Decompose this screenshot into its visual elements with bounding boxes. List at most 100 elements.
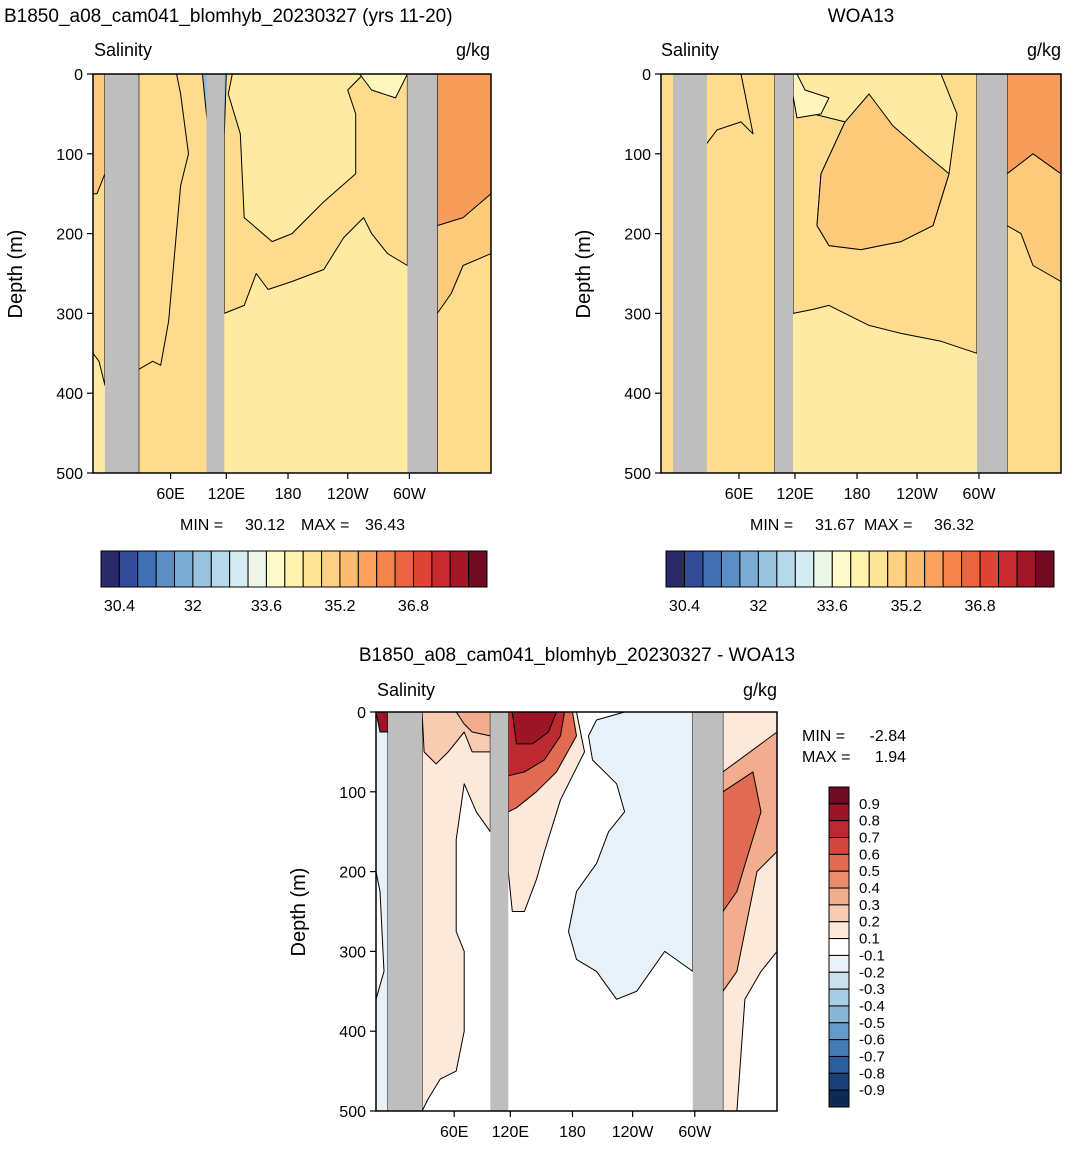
panel-model-max-label: MAX = xyxy=(301,517,349,534)
panel-model-x-tick-label-4: 120W xyxy=(327,486,370,503)
panel-diff-colorbar-swatch-10 xyxy=(828,938,850,956)
panel-woa-colorbar-swatch-21 xyxy=(1035,550,1055,588)
panel-model-colorbar-swatch-7 xyxy=(210,550,231,588)
panel-diff-colorbar-label-1: 0.9 xyxy=(859,796,880,813)
panel-diff-colorbar-label-7: 0.3 xyxy=(859,897,880,914)
panel-model-colorbar-swatch-13 xyxy=(321,550,341,588)
panel-model-colorbar-label-3: 33.6 xyxy=(251,598,282,615)
panel-model-x-tick-label-1: 60E xyxy=(156,486,184,503)
panel-model-field-west-warm xyxy=(92,73,106,195)
panel-diff-colorbar-label-6: 0.4 xyxy=(859,880,880,897)
panel-model-x-tick-label-3: 180 xyxy=(275,486,302,503)
panel-model: B1850_a08_cam041_blomhyb_20230327 (yrs 1… xyxy=(4,6,492,615)
panel-diff-colorbar-label-11: -0.2 xyxy=(859,964,885,981)
panel-diff-colorbar-label-13: -0.4 xyxy=(859,998,885,1015)
panel-diff-colorbar-swatch-7 xyxy=(828,887,850,906)
panel-diff-colorbar-swatch-14 xyxy=(828,1005,850,1024)
panel-diff-colorbar-swatch-11 xyxy=(828,954,850,973)
panel-woa-y-tick-label-5: 400 xyxy=(624,386,651,403)
panel-diff-colorbar-label-9: 0.1 xyxy=(859,931,880,948)
panel-woa-colorbar-swatch-20 xyxy=(1016,550,1037,588)
panel-diff: B1850_a08_cam041_blomhyb_20230327 - WOA1… xyxy=(288,645,906,1141)
panel-model-land-mask-2 xyxy=(206,74,225,473)
panel-model-colorbar-swatch-9 xyxy=(247,550,267,588)
panel-diff-title: B1850_a08_cam041_blomhyb_20230327 - WOA1… xyxy=(359,645,795,666)
panel-diff-colorbar-label-2: 0.8 xyxy=(859,813,880,830)
panel-model-colorbar-swatch-18 xyxy=(412,550,433,588)
panel-diff-colorbar-swatch-15 xyxy=(828,1022,850,1041)
panel-woa-colorbar-swatch-5 xyxy=(739,550,759,588)
panel-diff-min-value: -2.84 xyxy=(870,728,907,745)
panel-diff-colorbar-label-3: 0.7 xyxy=(859,830,880,847)
panel-woa-field-pacific-core xyxy=(816,93,950,251)
panel-diff-colorbar-label-4: 0.6 xyxy=(859,846,880,863)
panel-woa-left-label: Salinity xyxy=(661,40,719,60)
panel-diff-x-tick-label-2: 120E xyxy=(492,1124,529,1141)
panel-diff-colorbar-label-15: -0.6 xyxy=(859,1032,885,1049)
panel-diff-colorbar-swatch-6 xyxy=(828,870,850,889)
panel-woa-colorbar-swatch-12 xyxy=(868,550,889,588)
panel-woa-y-tick-label-3: 200 xyxy=(624,227,651,244)
panel-model-min-label: MIN = xyxy=(180,517,223,534)
panel-diff-colorbar-swatch-12 xyxy=(828,971,850,990)
panel-diff-colorbar-label-16: -0.7 xyxy=(859,1049,885,1066)
panel-model-ylabel: Depth (m) xyxy=(5,230,27,319)
panel-diff-x-tick-label-4: 120W xyxy=(612,1124,655,1141)
panel-diff-x-tick-label-3: 180 xyxy=(559,1124,586,1141)
panel-diff-colorbar-label-12: -0.3 xyxy=(859,981,885,998)
panel-woa-x-tick-label-2: 120E xyxy=(776,486,813,503)
panel-woa-plot-frame xyxy=(660,73,1062,474)
panel-woa-y-tick-label-1: 0 xyxy=(642,67,651,84)
panel-model-colorbar-swatch-4 xyxy=(155,550,176,588)
panel-woa-colorbar-swatch-18 xyxy=(979,550,1000,588)
panel-model-colorbar-label-2: 32 xyxy=(184,598,202,615)
panel-model-colorbar-swatch-2 xyxy=(118,550,139,588)
panel-model-colorbar-swatch-15 xyxy=(357,550,378,588)
panel-woa-plot: 0 100 200 300 400 500 60E 120E 180 120W 60W xyxy=(624,67,1062,503)
panel-diff-colorbar-label-18: -0.9 xyxy=(859,1082,885,1099)
panel-woa-colorbar-swatch-6 xyxy=(757,550,778,588)
panel-model-colorbar-swatch-8 xyxy=(229,550,249,588)
panel-woa-y-tick-label-2: 100 xyxy=(624,147,651,164)
panel-woa-colorbar-swatch-13 xyxy=(887,550,907,588)
panel-woa-right-label: g/kg xyxy=(1027,40,1061,60)
panel-woa-colorbar-label-1: 30.4 xyxy=(669,598,700,615)
panel-model-colorbar-swatch-1 xyxy=(100,550,120,588)
panel-model-y-tick-label-4: 300 xyxy=(56,306,83,323)
panel-woa-title: WOA13 xyxy=(828,6,895,27)
panel-diff-y-tick-label-2: 100 xyxy=(339,785,366,802)
panel-diff-colorbar-label-10: -0.1 xyxy=(859,947,885,964)
panel-diff-land-mask-3 xyxy=(692,712,723,1111)
panel-woa-colorbar-swatch-7 xyxy=(776,550,796,588)
panel-diff-colorbar-swatch-17 xyxy=(828,1055,850,1074)
panel-model-title: B1850_a08_cam041_blomhyb_20230327 (yrs 1… xyxy=(4,6,453,27)
panel-diff-colorbar-label-5: 0.5 xyxy=(859,863,880,880)
panel-model-y-tick-label-2: 100 xyxy=(56,147,83,164)
panel-model-y-tick-label-1: 0 xyxy=(74,67,83,84)
panel-diff-x-tick-label-5: 60W xyxy=(678,1124,712,1141)
panel-model-colorbar-swatch-5 xyxy=(174,550,194,588)
panel-woa-colorbar-swatch-8 xyxy=(794,550,815,588)
panel-diff-colorbar-swatch-16 xyxy=(828,1039,850,1057)
panel-woa-min-value: 31.67 xyxy=(815,517,855,534)
panel-woa-colorbar-swatch-19 xyxy=(998,550,1018,588)
panel-model-plot: 0 100 200 300 400 500 60E 120E 180 120W 60W xyxy=(56,67,492,503)
panel-woa-y-tick-label-4: 300 xyxy=(624,306,651,323)
panel-woa: WOA13 Salinity g/kg 0 100 200 300 400 500 60E 1… xyxy=(573,6,1062,615)
panel-woa-colorbar-swatch-16 xyxy=(942,550,963,588)
panel-model-colorbar-swatch-21 xyxy=(468,550,488,588)
panel-diff-plot: 0 100 200 300 400 500 60E 120E 180 120W 60W xyxy=(339,705,778,1141)
panel-model-left-label: Salinity xyxy=(94,40,152,60)
panel-model-x-tick-label-5: 60W xyxy=(393,486,427,503)
panel-woa-max-value: 36.32 xyxy=(934,517,974,534)
panel-diff-ylabel: Depth (m) xyxy=(288,868,310,957)
panel-diff-max-value: 1.94 xyxy=(875,749,906,766)
panel-woa-colorbar-swatch-2 xyxy=(683,550,704,588)
panel-diff-stats: MIN = -2.84 MAX = 1.94 xyxy=(802,728,906,766)
panel-woa-ylabel: Depth (m) xyxy=(573,230,595,319)
panel-diff-min-label: MIN = xyxy=(802,728,845,745)
panel-woa-colorbar-swatch-10 xyxy=(831,550,852,588)
panel-diff-colorbar: 0.90.80.70.60.50.40.30.20.1-0.1-0.2-0.3-… xyxy=(828,786,885,1108)
panel-woa-y-tick-label-6: 500 xyxy=(624,466,651,483)
panel-diff-y-tick-label-4: 300 xyxy=(339,944,366,961)
